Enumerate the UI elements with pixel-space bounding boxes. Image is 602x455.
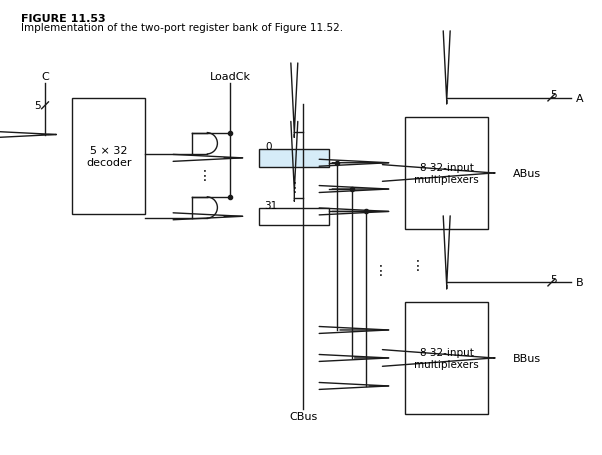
Text: FIGURE 11.53: FIGURE 11.53 xyxy=(20,14,105,24)
Text: 5: 5 xyxy=(550,90,557,99)
Text: ⋮: ⋮ xyxy=(374,264,388,278)
Text: ⋮: ⋮ xyxy=(287,181,301,195)
Text: BBus: BBus xyxy=(512,353,541,363)
Text: ⋮: ⋮ xyxy=(411,259,424,273)
Bar xyxy=(405,118,488,229)
Bar xyxy=(259,150,329,167)
Text: ABus: ABus xyxy=(512,169,541,178)
Text: C: C xyxy=(41,72,49,82)
Text: 5: 5 xyxy=(34,101,40,111)
Text: 5: 5 xyxy=(550,274,557,284)
Bar xyxy=(405,302,488,414)
Text: CBus: CBus xyxy=(289,411,317,421)
Bar xyxy=(259,208,329,226)
Text: 5 × 32
decoder: 5 × 32 decoder xyxy=(86,146,132,167)
Text: 0: 0 xyxy=(265,142,272,152)
Text: Implementation of the two-port register bank of Figure 11.52.: Implementation of the two-port register … xyxy=(20,22,343,32)
Text: B: B xyxy=(576,278,583,288)
Text: 8 32-input
multiplexers: 8 32-input multiplexers xyxy=(414,163,479,184)
Text: 31: 31 xyxy=(264,200,278,210)
Text: A: A xyxy=(576,93,583,103)
Bar xyxy=(72,98,145,215)
Text: LoadCk: LoadCk xyxy=(209,72,250,82)
Text: 8 32-input
multiplexers: 8 32-input multiplexers xyxy=(414,348,479,369)
Text: ⋮: ⋮ xyxy=(198,169,212,183)
